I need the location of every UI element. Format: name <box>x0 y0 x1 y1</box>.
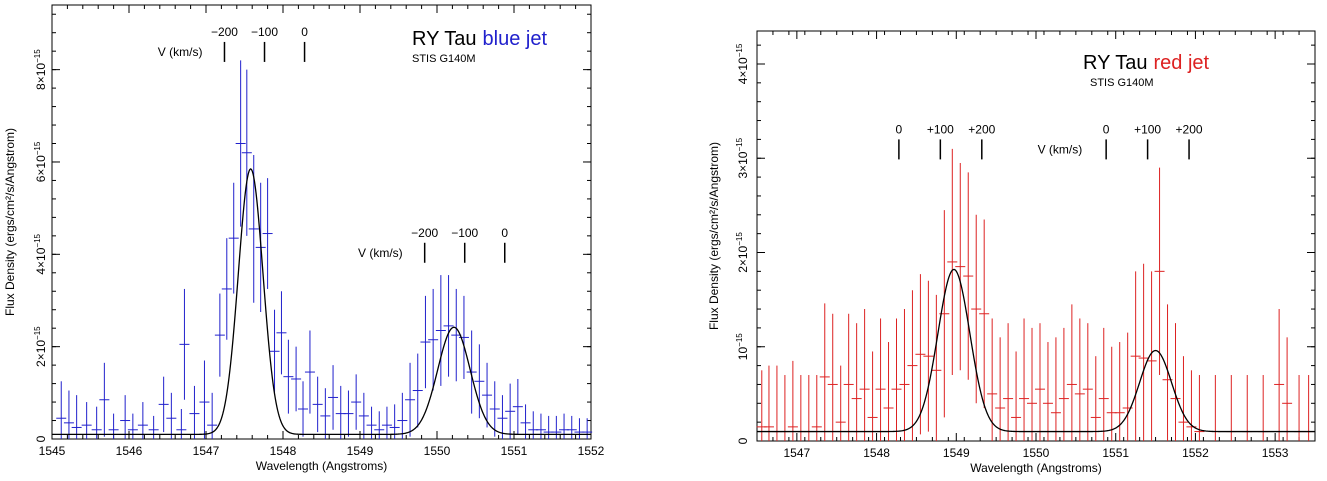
velocity-axis-label: V (km/s) <box>1038 142 1083 156</box>
panel-title-jet: blue jet <box>483 28 548 50</box>
y-tick-label: 0 <box>736 437 750 444</box>
y-tick-exponent: −15 <box>735 43 744 57</box>
x-axis-title: Wavelength (Angstroms) <box>256 459 388 473</box>
y-tick-label: 6×10−15 <box>33 141 48 182</box>
x-tick-label: 1549 <box>347 444 374 458</box>
velocity-label: 0 <box>1103 122 1110 136</box>
y-tick-label: 4×10−15 <box>33 233 48 274</box>
x-tick-label: 1552 <box>578 444 605 458</box>
velocity-label: 0 <box>301 25 308 39</box>
panel-title: RY Tau red jet <box>1083 52 1210 74</box>
x-tick-label: 1551 <box>501 444 528 458</box>
y-tick-mantissa: 2×10 <box>736 245 750 272</box>
panel-subtitle: STIS G140M <box>1090 77 1154 89</box>
chart-panel-red-jet: 1547 1548 1549 1550 1551 1552 1553010−152×10−1… <box>707 30 1316 475</box>
panel-title: RY Tau blue jet <box>412 28 547 50</box>
y-tick-mantissa: 4×10 <box>34 247 48 274</box>
chart-panel-blue-jet: 1545 1546 1547 1548 1549 1550 1551 155202×10−15… <box>3 4 605 473</box>
y-tick-exponent: −15 <box>735 137 744 151</box>
x-axis-title: Wavelength (Angstroms) <box>970 461 1102 475</box>
x-tick-label: 1547 <box>193 444 220 458</box>
y-tick-mantissa: 0 <box>34 435 48 442</box>
model-curve <box>52 168 591 436</box>
y-tick-label: 0 <box>34 435 48 442</box>
model-curve <box>757 268 1315 433</box>
x-tick-label: 1552 <box>1182 446 1209 460</box>
velocity-label: +100 <box>1134 122 1161 136</box>
y-tick-exponent: −15 <box>33 233 42 247</box>
velocity-label: −200 <box>411 226 438 240</box>
y-tick-mantissa: 2×10 <box>34 340 48 367</box>
y-tick-mantissa: 10 <box>736 347 750 361</box>
x-tick-label: 1546 <box>116 444 143 458</box>
y-tick-exponent: −15 <box>735 333 744 347</box>
panel-title-object: RY Tau <box>412 28 477 50</box>
y-tick-label: 2×10−15 <box>33 326 48 367</box>
x-tick-label: 1548 <box>863 446 890 460</box>
y-tick-mantissa: 4×10 <box>736 57 750 84</box>
x-tick-label: 1550 <box>424 444 451 458</box>
velocity-label: +200 <box>1176 122 1203 136</box>
velocity-axis-label: V (km/s) <box>158 45 203 59</box>
x-tick-label: 1547 <box>784 446 811 460</box>
y-axis-title: Flux Density (ergs/cm²/s/Angstrom) <box>707 142 721 330</box>
y-tick-exponent: −15 <box>735 232 744 246</box>
plot-frame <box>51 4 592 440</box>
velocity-axis-label: V (km/s) <box>358 246 403 260</box>
x-tick-label: 1549 <box>943 446 970 460</box>
velocity-label: −100 <box>451 226 478 240</box>
y-tick-exponent: −15 <box>33 49 42 63</box>
y-tick-label: 2×10−15 <box>735 232 750 273</box>
y-tick-label: 4×10−15 <box>735 43 750 84</box>
x-tick-label: 1545 <box>39 444 66 458</box>
y-tick-mantissa: 6×10 <box>34 155 48 182</box>
velocity-label: 0 <box>501 226 508 240</box>
y-tick-mantissa: 8×10 <box>34 63 48 90</box>
panel-subtitle: STIS G140M <box>412 53 476 65</box>
velocity-label: −100 <box>251 25 278 39</box>
y-tick-label: 3×10−15 <box>735 137 750 178</box>
y-tick-mantissa: 3×10 <box>736 151 750 178</box>
y-tick-mantissa: 0 <box>736 437 750 444</box>
velocity-label: 0 <box>896 122 903 136</box>
y-axis-title: Flux Density (ergs/cm²/s/Angstrom) <box>3 128 17 316</box>
velocity-label: +200 <box>968 122 995 136</box>
x-tick-label: 1548 <box>270 444 297 458</box>
y-tick-exponent: −15 <box>33 326 42 340</box>
x-tick-label: 1551 <box>1102 446 1129 460</box>
y-tick-label: 10−15 <box>735 333 750 360</box>
x-tick-label: 1550 <box>1023 446 1050 460</box>
x-tick-label: 1553 <box>1262 446 1289 460</box>
y-tick-label: 8×10−15 <box>33 49 48 90</box>
y-tick-exponent: −15 <box>33 141 42 155</box>
velocity-label: +100 <box>927 122 954 136</box>
panel-title-jet: red jet <box>1154 52 1210 74</box>
velocity-label: −200 <box>211 25 238 39</box>
panel-title-object: RY Tau <box>1083 52 1148 74</box>
